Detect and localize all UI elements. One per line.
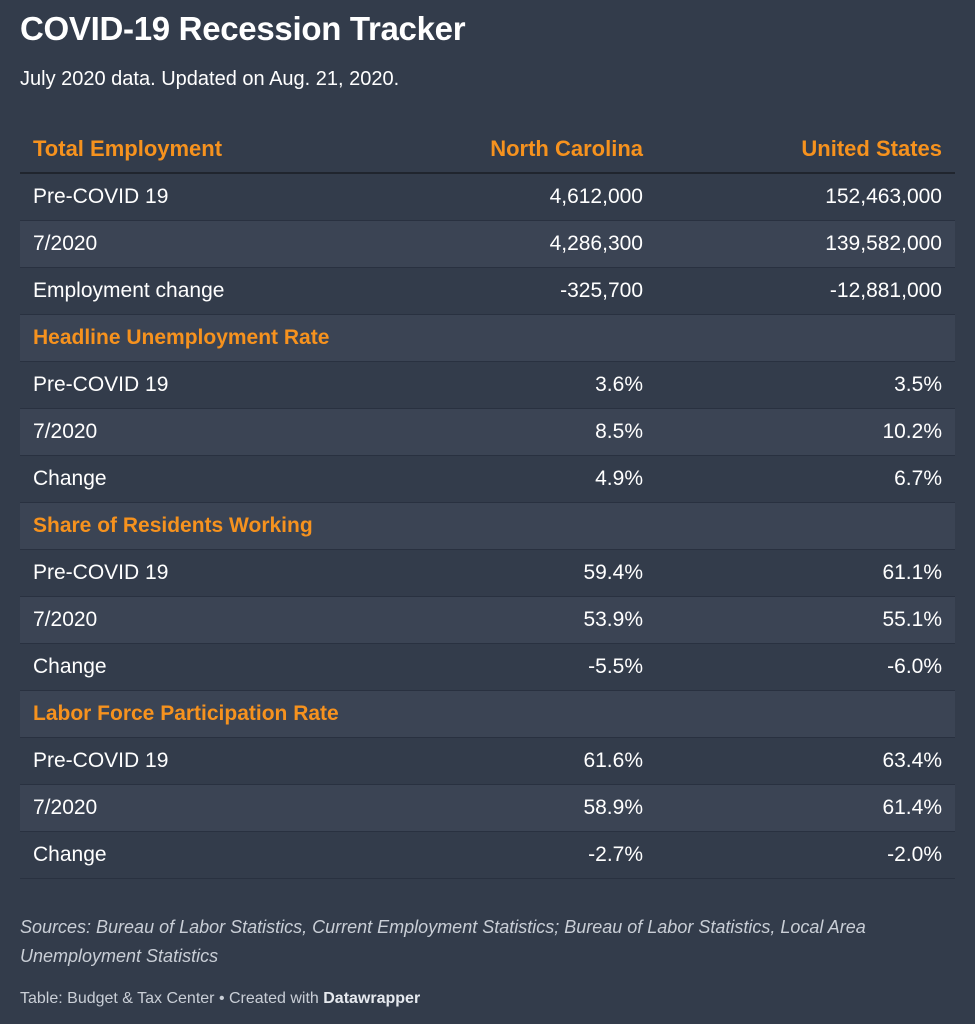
united-states-value-cell: [643, 690, 955, 738]
united-states-value-cell: [643, 314, 955, 362]
row-label-cell: Pre-COVID 19: [20, 549, 463, 597]
north-carolina-value-cell: 58.9%: [463, 784, 643, 832]
north-carolina-value-cell: [463, 502, 643, 550]
table-section-row: Headline Unemployment Rate: [20, 314, 955, 362]
north-carolina-value-cell: 61.6%: [463, 737, 643, 785]
section-heading-cell: Share of Residents Working: [20, 502, 463, 550]
united-states-value-cell: 55.1%: [643, 596, 955, 644]
footer-credit-text: Table: Budget & Tax Center • Created wit…: [20, 990, 324, 1007]
united-states-value-cell: 139,582,000: [643, 220, 955, 268]
north-carolina-value-cell: 8.5%: [463, 408, 643, 456]
north-carolina-value-cell: 4.9%: [463, 455, 643, 503]
north-carolina-value-cell: [463, 314, 643, 362]
united-states-value-cell: 6.7%: [643, 455, 955, 503]
footer-tool-name: Datawrapper: [323, 990, 421, 1007]
north-carolina-value-cell: 59.4%: [463, 549, 643, 597]
row-label-cell: 7/2020: [20, 596, 463, 644]
united-states-value-cell: 61.1%: [643, 549, 955, 597]
united-states-value-cell: 3.5%: [643, 361, 955, 409]
table-row: Change -5.5% -6.0%: [20, 643, 955, 691]
north-carolina-value-cell: 3.6%: [463, 361, 643, 409]
row-label-cell: Pre-COVID 19: [20, 737, 463, 785]
column-header-category: Total Employment: [20, 126, 463, 174]
table-row: Pre-COVID 19 4,612,000 152,463,000: [20, 173, 955, 221]
table-section-row: Share of Residents Working: [20, 502, 955, 550]
table-row: 7/2020 53.9% 55.1%: [20, 596, 955, 644]
chart-subtitle: July 2020 data. Updated on Aug. 21, 2020…: [20, 68, 400, 90]
table-row: 7/2020 4,286,300 139,582,000: [20, 220, 955, 268]
data-table: Total Employment North Carolina United S…: [20, 126, 955, 879]
north-carolina-value-cell: -2.7%: [463, 831, 643, 879]
table-row: Pre-COVID 19 61.6% 63.4%: [20, 737, 955, 785]
united-states-value-cell: 63.4%: [643, 737, 955, 785]
table-row: Change 4.9% 6.7%: [20, 455, 955, 503]
north-carolina-value-cell: 4,286,300: [463, 220, 643, 268]
table-row: 7/2020 8.5% 10.2%: [20, 408, 955, 456]
row-label-cell: Employment change: [20, 267, 463, 315]
row-label-cell: 7/2020: [20, 784, 463, 832]
north-carolina-value-cell: 53.9%: [463, 596, 643, 644]
row-label-cell: Change: [20, 455, 463, 503]
row-label-cell: 7/2020: [20, 220, 463, 268]
column-header-north-carolina: North Carolina: [463, 126, 643, 174]
row-label-cell: Pre-COVID 19: [20, 173, 463, 221]
table-row: Employment change -325,700 -12,881,000: [20, 267, 955, 315]
table-header-row: Total Employment North Carolina United S…: [20, 126, 955, 174]
united-states-value-cell: [643, 502, 955, 550]
table-section-row: Labor Force Participation Rate: [20, 690, 955, 738]
row-label-cell: Change: [20, 643, 463, 691]
section-heading-cell: Labor Force Participation Rate: [20, 690, 463, 738]
table-row: 7/2020 58.9% 61.4%: [20, 784, 955, 832]
row-label-cell: Change: [20, 831, 463, 879]
sources-note: Sources: Bureau of Labor Statistics, Cur…: [20, 917, 866, 966]
table-body: Pre-COVID 19 4,612,000 152,463,000 7/2020 4,…: [20, 173, 955, 879]
table-row: Pre-COVID 19 3.6% 3.5%: [20, 361, 955, 409]
north-carolina-value-cell: 4,612,000: [463, 173, 643, 221]
north-carolina-value-cell: -5.5%: [463, 643, 643, 691]
united-states-value-cell: -6.0%: [643, 643, 955, 691]
united-states-value-cell: 61.4%: [643, 784, 955, 832]
united-states-value-cell: -2.0%: [643, 831, 955, 879]
row-label-cell: 7/2020: [20, 408, 463, 456]
united-states-value-cell: 10.2%: [643, 408, 955, 456]
section-heading-cell: Headline Unemployment Rate: [20, 314, 463, 362]
footer-credit: Table: Budget & Tax Center • Created wit…: [20, 990, 420, 1008]
united-states-value-cell: 152,463,000: [643, 173, 955, 221]
chart-title: COVID-19 Recession Tracker: [20, 10, 466, 47]
north-carolina-value-cell: -325,700: [463, 267, 643, 315]
column-header-united-states: United States: [643, 126, 955, 174]
table-row: Pre-COVID 19 59.4% 61.1%: [20, 549, 955, 597]
row-label-cell: Pre-COVID 19: [20, 361, 463, 409]
united-states-value-cell: -12,881,000: [643, 267, 955, 315]
north-carolina-value-cell: [463, 690, 643, 738]
table-row: Change -2.7% -2.0%: [20, 831, 955, 879]
